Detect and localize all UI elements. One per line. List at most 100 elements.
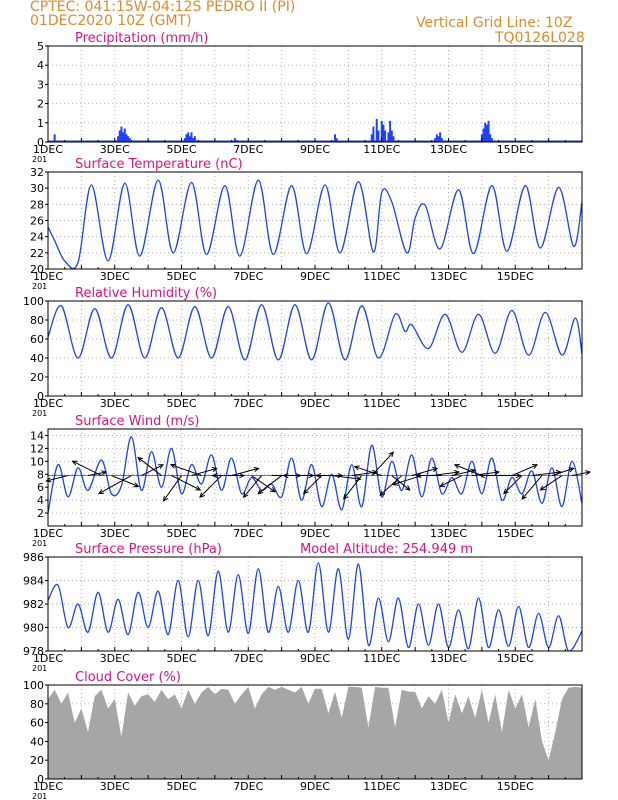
precip-bar [335, 138, 338, 142]
wind-vector [391, 475, 411, 491]
wind-vector-head [269, 487, 276, 493]
x-tick-label: 11DEC [363, 652, 400, 665]
panel-title: Precipitation (mm/h) [75, 31, 208, 46]
wind-vector-head [503, 488, 509, 495]
wind-vector-head [137, 456, 144, 463]
y-tick-label: 980 [23, 622, 44, 635]
wind-vector-head [71, 460, 78, 466]
x-tick-label: 11DEC [363, 143, 400, 156]
x-tick-label: 5DEC [166, 652, 196, 665]
y-tick-label: 6 [37, 481, 44, 494]
precip-bar [487, 120, 490, 142]
wind-vector [431, 471, 459, 477]
wind-vector-head [371, 469, 379, 476]
wind-vector-head [532, 464, 539, 469]
wind-vector [331, 475, 361, 480]
wind-vector-head [388, 451, 395, 458]
y-tick-label: 24 [30, 231, 44, 244]
y-tick-label: 982 [23, 598, 44, 611]
y-tick-label: 978 [23, 645, 44, 658]
y-tick-label: 12 [30, 442, 44, 455]
x-tick-label: 5DEC [166, 780, 196, 793]
wind-vector [251, 475, 276, 493]
wind-vector [371, 451, 394, 476]
wind-vector-head [404, 485, 411, 491]
y-tick-label: 2 [37, 507, 44, 520]
precip-bar [190, 132, 193, 142]
y-tick-label: 32 [30, 166, 44, 179]
wind-vector-head [282, 472, 289, 479]
precip-bar [482, 128, 485, 142]
y-tick-label: 28 [30, 198, 44, 211]
wind-vector-head [479, 472, 486, 479]
wind-vector-head [493, 469, 501, 476]
precip-bar [375, 118, 378, 142]
x-tick-label: 15DEC [497, 270, 534, 283]
wind-vector [46, 475, 69, 482]
y-tick-label: 40 [30, 352, 44, 365]
y-tick-label: 40 [30, 735, 44, 748]
x-tick-label: 3DEC [100, 780, 130, 793]
precip-bar [484, 122, 487, 142]
y-tick-label: 26 [30, 215, 44, 228]
wind-vector-head [257, 488, 264, 495]
x-year-label: 201 [32, 282, 47, 291]
wind-vector-head [353, 465, 360, 471]
x-tick-label: 9DEC [300, 143, 330, 156]
wind-vector-head [211, 472, 218, 479]
x-tick-label: 3DEC [100, 397, 130, 410]
wind-vector [540, 475, 563, 491]
y-tick-label: 2 [37, 98, 44, 111]
y-tick-label: 0 [37, 390, 44, 403]
wind-vector-head [568, 467, 575, 473]
wind-vector [170, 464, 202, 477]
wind-vector [471, 471, 499, 477]
wind-vector-head [211, 467, 218, 473]
x-tick-label: 15DEC [497, 652, 534, 665]
x-tick-label: 15DEC [497, 527, 534, 540]
y-tick-label: 14 [30, 429, 44, 442]
header-line2-right: TQ0126L028 [495, 30, 585, 46]
y-tick-label: 4 [37, 494, 44, 507]
precip-bar [377, 130, 380, 142]
precip-bar [392, 136, 395, 142]
y-tick-label: 22 [30, 247, 44, 260]
wind-vector [111, 475, 139, 487]
x-tick-label: 9DEC [300, 780, 330, 793]
y-tick-label: 8 [37, 468, 44, 481]
y-tick-label: 20 [30, 263, 44, 276]
precip-bar [485, 124, 488, 142]
precip-bar [185, 134, 188, 142]
x-tick-label: 9DEC [300, 270, 330, 283]
x-tick-label: 1DEC [33, 397, 63, 410]
wind-vector-head [453, 463, 460, 469]
wind-vector [551, 467, 574, 477]
precip-bar [434, 138, 437, 142]
precip-bar [439, 132, 442, 142]
precip-bar [183, 138, 186, 142]
wind-vector [72, 460, 102, 477]
wind-vector [454, 464, 483, 477]
wind-vector-head [97, 489, 105, 495]
header-line2-left: 01DEC2020 10Z (GMT) [30, 13, 192, 29]
precip-bar [118, 130, 121, 142]
y-tick-label: 80 [30, 698, 44, 711]
y-tick-label: 1 [37, 117, 44, 130]
precip-bar [384, 130, 387, 142]
wind-vector-head [379, 490, 386, 497]
x-tick-label: 7DEC [233, 270, 263, 283]
cloud-cover-area [48, 686, 582, 779]
precip-bar [127, 136, 130, 142]
wind-vector [411, 467, 438, 477]
precip-bar [193, 136, 196, 142]
x-tick-label: 13DEC [430, 143, 467, 156]
x-tick-label: 7DEC [233, 397, 263, 410]
wind-vector-head [302, 488, 309, 495]
wind-vector-head [195, 485, 202, 491]
x-tick-label: 7DEC [233, 652, 263, 665]
wind-vector [343, 475, 363, 500]
panel-title: Cloud Cover (%) [75, 670, 181, 685]
x-tick-label: 9DEC [300, 652, 330, 665]
x-tick-label: 15DEC [497, 780, 534, 793]
